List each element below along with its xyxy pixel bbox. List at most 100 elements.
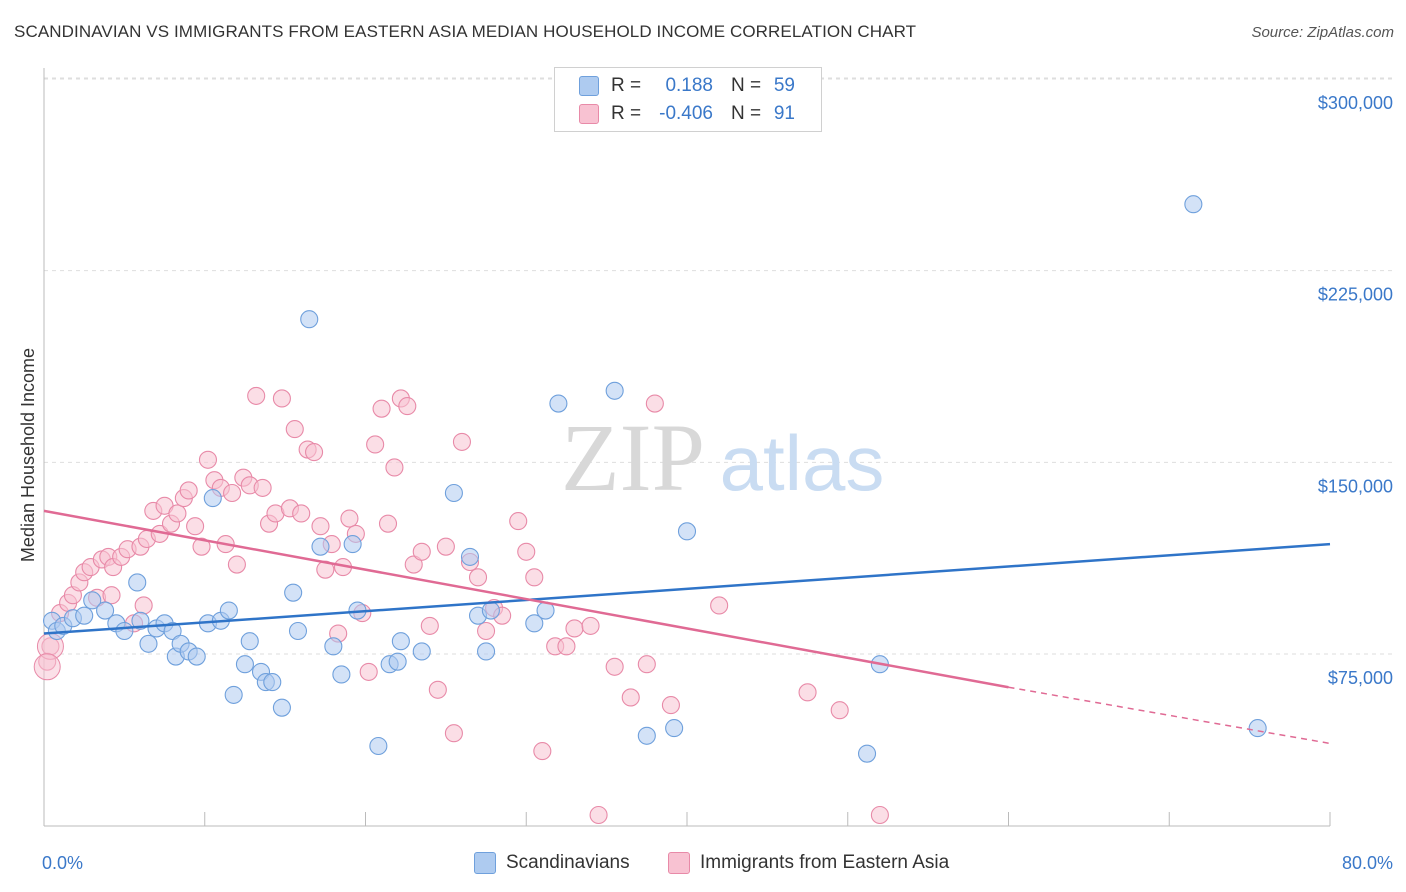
- trend-line-eastern-asia: [43, 509, 1009, 689]
- eastern-asia-point: [581, 616, 600, 635]
- scandinavian-point: [96, 601, 115, 620]
- scandinavian-point: [460, 547, 480, 566]
- y-tick-label: $75,000: [1328, 668, 1393, 688]
- scandinavian-point: [163, 621, 182, 641]
- eastern-asia-point: [398, 397, 417, 416]
- axes: [43, 68, 1331, 827]
- eastern-asia-point: [710, 596, 729, 615]
- scandinavian-point: [219, 601, 238, 620]
- legend-n-value: 59: [773, 75, 795, 96]
- trend-line-eastern-asia-extrapolated: [1008, 686, 1331, 745]
- eastern-asia-point: [589, 805, 608, 825]
- eastern-asia-point: [378, 514, 398, 533]
- series-legend: Scandinavians Immigrants from Eastern As…: [0, 852, 1406, 878]
- eastern-asia-point: [645, 394, 664, 413]
- legend-r-value: 0.188: [665, 75, 713, 96]
- eastern-asia-point: [102, 586, 121, 605]
- scandinavian-point: [75, 606, 94, 625]
- eastern-asia-point: [366, 435, 385, 454]
- eastern-asia-point: [565, 619, 584, 638]
- eastern-asia-point: [830, 701, 849, 720]
- eastern-asia-point: [292, 504, 311, 523]
- legend-row-scandinavians: R = 0.188 N = 59: [579, 72, 795, 100]
- chart-title: SCANDINAVIAN VS IMMIGRANTS FROM EASTERN …: [14, 22, 917, 41]
- axis-labels: $75,000 $150,000 $225,000 $300,000 0.0% 80.0%…: [18, 93, 1393, 873]
- scandinavian-point: [224, 685, 243, 704]
- eastern-asia-point: [468, 568, 488, 587]
- eastern-asia-point: [340, 509, 359, 528]
- eastern-asia-point: [311, 517, 330, 536]
- eastern-asia-point: [798, 683, 817, 702]
- eastern-asia-point: [227, 555, 246, 574]
- watermark-atlas: atlas: [720, 419, 885, 507]
- y-tick-label: $225,000: [1318, 285, 1393, 305]
- scandinavian-point: [240, 632, 259, 651]
- scandinavian-point: [637, 726, 656, 745]
- scandinavian-point: [481, 601, 500, 620]
- scandinavian-point: [1248, 719, 1267, 738]
- eastern-asia-point: [452, 432, 472, 451]
- scandinavian-point: [115, 621, 134, 641]
- scandinavian-point: [677, 522, 697, 541]
- eastern-asia-point: [557, 637, 576, 656]
- eastern-asia-point: [444, 724, 463, 743]
- eastern-asia-point: [247, 386, 266, 405]
- legend-item-scandinavians[interactable]: Scandinavians: [474, 852, 630, 874]
- eastern-asia-point: [186, 517, 205, 536]
- series-scandinavians: [42, 195, 1267, 763]
- eastern-asia-point: [134, 596, 153, 615]
- scandinavian-point: [83, 591, 102, 610]
- eastern-asia-point: [168, 504, 187, 523]
- legend-label: Immigrants from Eastern Asia: [700, 852, 950, 873]
- eastern-asia-point: [517, 542, 536, 561]
- eastern-asia-point: [637, 655, 656, 674]
- eastern-asia-point: [33, 653, 61, 681]
- eastern-asia-point: [525, 568, 544, 587]
- scandinavian-point: [412, 642, 431, 661]
- eastern-asia-point: [533, 742, 552, 761]
- scandinavian-point: [203, 489, 222, 508]
- legend-swatch-pink: [579, 104, 599, 124]
- scandinavian-point: [187, 647, 206, 666]
- scandinavian-point: [128, 573, 147, 592]
- y-tick-label: $300,000: [1318, 93, 1393, 113]
- scandinavian-point: [272, 698, 291, 717]
- eastern-asia-point: [272, 389, 291, 408]
- scandinavian-point: [332, 665, 351, 684]
- source-label: Source: ZipAtlas.com: [1251, 24, 1394, 41]
- scandinavian-point: [343, 535, 362, 554]
- scandinavian-point: [444, 483, 463, 503]
- scandinavian-point: [605, 381, 624, 400]
- scandinavian-point: [139, 634, 158, 653]
- legend-row-eastern-asia: R = -0.406 N = 91: [579, 100, 795, 128]
- scandinavian-point: [324, 637, 343, 656]
- scandinavian-point: [525, 614, 544, 633]
- series-eastern-asia: [33, 386, 889, 825]
- eastern-asia-point: [385, 458, 404, 477]
- scandinavian-point: [300, 310, 319, 329]
- scandinavian-point: [665, 719, 684, 738]
- eastern-asia-point: [198, 450, 218, 469]
- scandinavian-point: [857, 744, 877, 763]
- scandinavian-point: [284, 583, 303, 602]
- watermark: ZIP atlas: [561, 404, 884, 511]
- scandinavian-point: [1184, 195, 1203, 214]
- stats-legend: R = 0.188 N = 59 R = -0.406 N = 91: [554, 67, 822, 132]
- scandinavian-point: [391, 632, 410, 651]
- legend-n-label: N =: [731, 103, 762, 124]
- legend-item-eastern-asia[interactable]: Immigrants from Eastern Asia: [668, 852, 949, 874]
- eastern-asia-point: [253, 478, 272, 497]
- scandinavian-point: [131, 611, 150, 630]
- scandinavian-point: [369, 736, 388, 756]
- scandinavian-point: [235, 655, 254, 674]
- eastern-asia-point: [412, 542, 431, 561]
- y-tick-label: $150,000: [1318, 476, 1393, 496]
- eastern-asia-point: [179, 481, 198, 500]
- eastern-asia-point: [420, 616, 439, 635]
- eastern-asia-point: [428, 680, 447, 699]
- trend-line-scandinavians: [43, 542, 1331, 635]
- eastern-asia-point: [372, 399, 391, 418]
- legend-swatch-pink: [668, 852, 690, 874]
- scandinavian-point: [311, 537, 330, 556]
